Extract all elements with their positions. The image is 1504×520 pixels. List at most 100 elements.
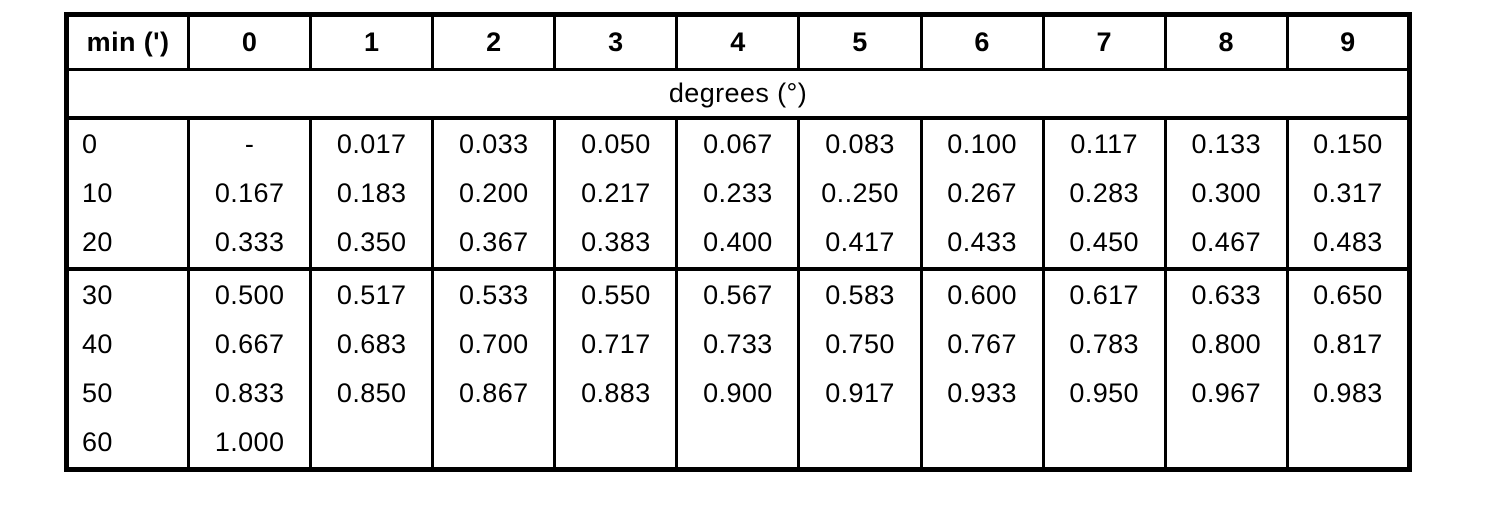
- value-cell: 0.700: [431, 320, 557, 369]
- value-cell: 0.050: [553, 118, 679, 169]
- value-cell: 0.150: [1285, 118, 1410, 169]
- value-cell: [1285, 418, 1410, 470]
- value-cell: 0.383: [553, 218, 679, 269]
- value-cell: 0.883: [553, 369, 679, 418]
- row-label-minutes: 40: [66, 320, 191, 369]
- value-cell: 0.217: [553, 169, 679, 218]
- table-row: 0-0.017 0.033 0.050 0.067 0.083 0.100 0.117 0.1…: [66, 118, 1410, 169]
- value-cell: 0.167: [187, 169, 313, 218]
- value-cell: [1163, 418, 1289, 470]
- value-cell: 0.667: [187, 320, 313, 369]
- value-cell: [797, 418, 923, 470]
- value-cell: 0.683: [309, 320, 435, 369]
- value-cell: 0.533: [431, 267, 557, 320]
- value-cell: 0.083: [797, 118, 923, 169]
- value-cell: [919, 418, 1045, 470]
- value-cell: 0.917: [797, 369, 923, 418]
- value-cell: [309, 418, 435, 470]
- value-cell: 0.767: [919, 320, 1045, 369]
- value-cell: 0.850: [309, 369, 435, 418]
- value-cell: 0.967: [1163, 369, 1289, 418]
- table-row: 40 0.667 0.683 0.700 0.717 0.733 0.750 0.767 0.7…: [66, 320, 1410, 369]
- value-cell: 0.633: [1163, 267, 1289, 320]
- column-header-5: 5: [797, 13, 923, 71]
- value-cell: 0.983: [1285, 369, 1410, 418]
- table-row: 10 0.167 0.183 0.200 0.217 0.233 0..250 0.267 0.…: [66, 169, 1410, 218]
- value-cell: 0.783: [1041, 320, 1167, 369]
- value-cell: 0.567: [675, 267, 801, 320]
- value-cell: 0.233: [675, 169, 801, 218]
- value-cell: 0.833: [187, 369, 313, 418]
- value-cell: 1.000: [187, 418, 313, 470]
- value-cell: 0.517: [309, 267, 435, 320]
- column-header-4: 4: [675, 13, 801, 71]
- value-cell: 0.483: [1285, 218, 1410, 269]
- value-cell: 0.867: [431, 369, 557, 418]
- column-header-1: 1: [309, 13, 435, 71]
- value-cell: [553, 418, 679, 470]
- value-cell: 0.433: [919, 218, 1045, 269]
- value-cell: 0.350: [309, 218, 435, 269]
- value-cell: [675, 418, 801, 470]
- row-label-minutes: 20: [66, 218, 191, 269]
- value-cell: 0.100: [919, 118, 1045, 169]
- value-cell: 0.500: [187, 267, 313, 320]
- value-cell: 0.550: [553, 267, 679, 320]
- value-cell: 0.600: [919, 267, 1045, 320]
- column-header-7: 7: [1041, 13, 1167, 71]
- value-cell: 0.200: [431, 169, 557, 218]
- column-header-0: 0: [187, 13, 313, 71]
- value-cell: 0.317: [1285, 169, 1410, 218]
- row-label-minutes: 50: [66, 369, 191, 418]
- value-cell: 0.283: [1041, 169, 1167, 218]
- header-row: min (') 0 1 2 3 4 5 6 7 8 9: [64, 13, 1412, 71]
- degrees-band-row: degrees (°): [66, 69, 1410, 120]
- row-label-minutes: 60: [66, 418, 191, 470]
- value-cell: 0.400: [675, 218, 801, 269]
- value-cell: 0.467: [1163, 218, 1289, 269]
- value-cell: -: [187, 118, 313, 169]
- value-cell: 0.583: [797, 267, 923, 320]
- value-cell: 0.800: [1163, 320, 1289, 369]
- value-cell: 0.067: [675, 118, 801, 169]
- value-cell: 0.417: [797, 218, 923, 269]
- value-cell: 0.733: [675, 320, 801, 369]
- value-cell: [431, 418, 557, 470]
- value-cell: 0.817: [1285, 320, 1410, 369]
- degrees-band-label: degrees (°): [66, 69, 1410, 120]
- column-header-9: 9: [1285, 13, 1412, 71]
- value-cell: 0.267: [919, 169, 1045, 218]
- value-cell: [1041, 418, 1167, 470]
- table-body: 0-0.017 0.033 0.050 0.067 0.083 0.100 0.117 0.1…: [66, 118, 1410, 470]
- value-cell: 0.183: [309, 169, 435, 218]
- value-cell: 0.450: [1041, 218, 1167, 269]
- value-cell: 0.367: [431, 218, 557, 269]
- value-cell: 0.117: [1041, 118, 1167, 169]
- column-header-min: min ('): [64, 13, 191, 71]
- table-row: 50 0.833 0.850 0.867 0.883 0.900 0.917 0.933 0.9…: [66, 369, 1410, 418]
- value-cell: 0.133: [1163, 118, 1289, 169]
- value-cell: 0.300: [1163, 169, 1289, 218]
- value-cell: 0.900: [675, 369, 801, 418]
- column-header-3: 3: [553, 13, 679, 71]
- value-cell: 0.017: [309, 118, 435, 169]
- value-cell: 0.950: [1041, 369, 1167, 418]
- value-cell: 0.617: [1041, 267, 1167, 320]
- value-cell: 0.333: [187, 218, 313, 269]
- table-row: 20 0.333 0.350 0.367 0.383 0.400 0.417 0.433 0.4…: [66, 218, 1410, 269]
- value-cell: 0.717: [553, 320, 679, 369]
- table-row: 30 0.500 0.517 0.533 0.550 0.567 0.583 0.600 0.6…: [66, 267, 1410, 320]
- row-label-minutes: 30: [66, 267, 191, 320]
- value-cell: 0.033: [431, 118, 557, 169]
- minutes-to-degrees-table: min (') 0 1 2 3 4 5 6 7 8 9 degrees (°) …: [64, 12, 1412, 472]
- table-head: min (') 0 1 2 3 4 5 6 7 8 9 degrees (°): [64, 13, 1412, 120]
- value-cell: 0.650: [1285, 267, 1410, 320]
- row-label-minutes: 0: [66, 118, 191, 169]
- row-label-minutes: 10: [66, 169, 191, 218]
- value-cell: 0.750: [797, 320, 923, 369]
- table-row: 60 1.000: [66, 418, 1410, 470]
- column-header-6: 6: [919, 13, 1045, 71]
- value-cell: 0.933: [919, 369, 1045, 418]
- value-cell: 0..250: [797, 169, 923, 218]
